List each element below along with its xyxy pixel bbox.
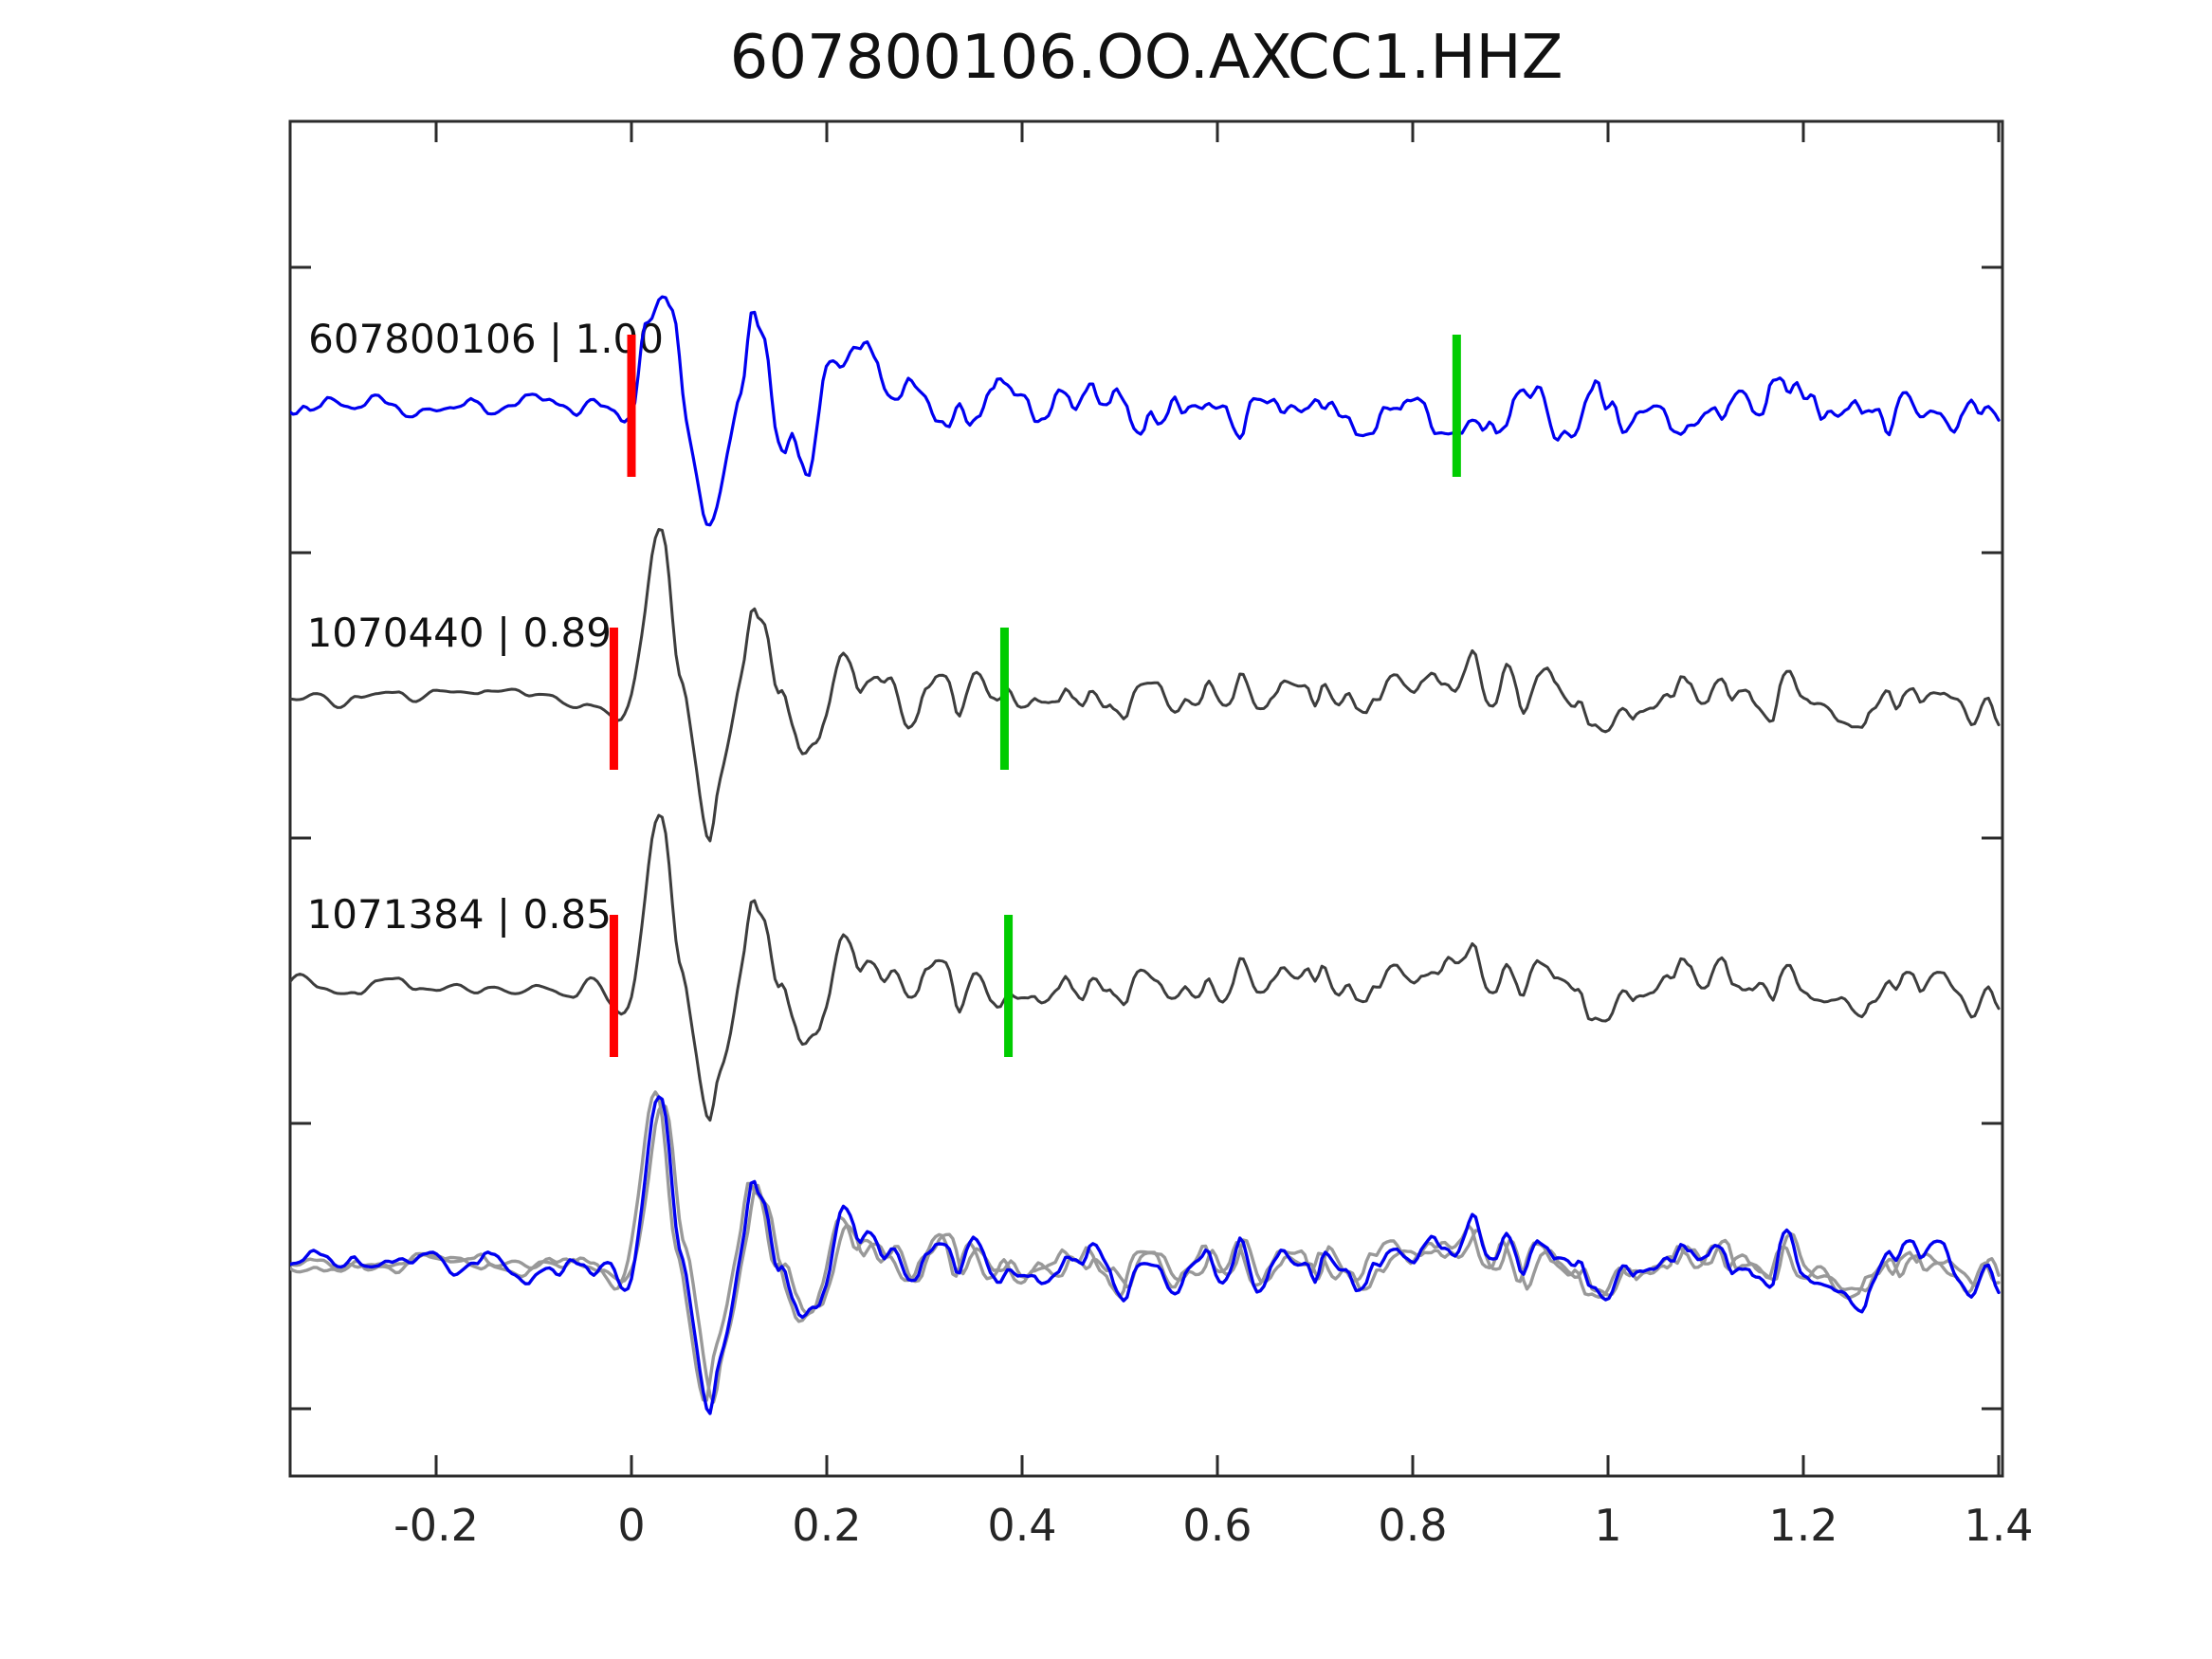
trace-label-607800106: 607800106 | 1.00: [308, 316, 664, 362]
x-tick-label: 0: [617, 1500, 645, 1551]
waveform-trace: [290, 295, 2001, 527]
figure-title: 607800106.OO.AXCC1.HHZ: [730, 23, 1563, 93]
traces-layer: [290, 295, 2001, 1415]
x-tick-label: 0.4: [987, 1500, 1056, 1551]
picks-layer: [609, 335, 1461, 1057]
x-tick-label: 1: [1594, 1500, 1621, 1551]
axes-layer: -0.2 0 0.2 0.4 0.6 0.8 1 1.2 1.4: [288, 119, 2034, 1551]
labels-layer: 607800106.OO.AXCC1.HHZ 607800106 | 1.00 …: [307, 23, 1563, 938]
x-tick-label: 1.4: [1964, 1500, 2033, 1551]
x-tick-label: 0.2: [792, 1500, 861, 1551]
trace-label-1071384: 1071384 | 0.85: [307, 891, 612, 938]
waveform-trace: [290, 813, 2001, 1122]
plot-border: [288, 119, 2004, 1478]
x-tick-label: -0.2: [393, 1500, 479, 1551]
trace-label-1070440: 1070440 | 0.89: [307, 610, 612, 656]
waveform-trace: [290, 1090, 2001, 1402]
x-tick-label: 0.6: [1182, 1500, 1252, 1551]
x-tick-label: 0.8: [1378, 1500, 1447, 1551]
waveform-trace: [290, 1095, 2001, 1415]
x-tick-label: 1.2: [1768, 1500, 1837, 1551]
waveform-trace: [290, 528, 2001, 843]
